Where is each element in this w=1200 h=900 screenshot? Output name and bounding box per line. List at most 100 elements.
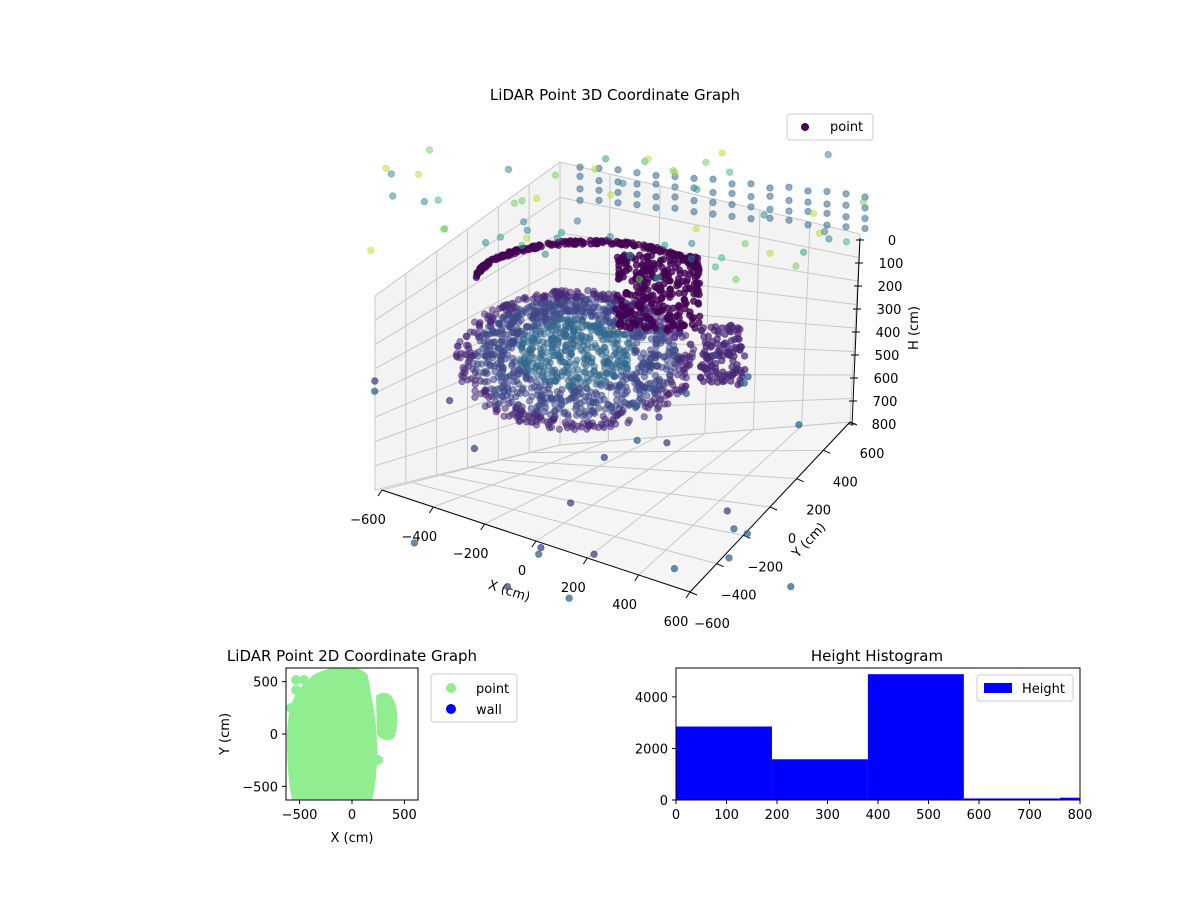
point-3d xyxy=(657,395,665,403)
point-3d xyxy=(741,240,749,248)
point-3d xyxy=(719,340,728,349)
point-3d xyxy=(494,319,502,328)
point-3d xyxy=(699,324,707,332)
point-3d xyxy=(555,301,563,310)
point-3d xyxy=(600,423,608,432)
point-3d xyxy=(633,201,641,209)
point-3d xyxy=(625,265,633,273)
point-3d xyxy=(576,399,584,407)
point-3d xyxy=(606,232,614,241)
point-3d xyxy=(675,289,683,297)
point-3d xyxy=(530,322,538,330)
point-3d xyxy=(694,264,702,272)
point-3d xyxy=(527,404,535,413)
point-3d xyxy=(638,398,647,406)
legend-2d-wall-marker xyxy=(446,704,456,714)
point-3d xyxy=(518,310,526,318)
point-3d xyxy=(616,409,625,417)
point-3d xyxy=(473,330,482,338)
point-3d xyxy=(503,351,512,359)
point-3d xyxy=(760,211,768,219)
point-3d xyxy=(371,387,379,395)
point-3d xyxy=(795,421,803,429)
point-3d xyxy=(728,200,736,209)
point-3d xyxy=(651,283,659,291)
point-3d xyxy=(861,204,869,212)
point-3d xyxy=(671,360,679,368)
point-3d xyxy=(590,550,598,558)
point-3d xyxy=(730,525,738,533)
point-3d xyxy=(576,338,585,346)
point-3d xyxy=(528,359,537,367)
point-3d xyxy=(594,311,602,319)
point-3d xyxy=(662,365,671,373)
point-3d xyxy=(614,166,622,174)
point-3d xyxy=(747,203,755,211)
point-3d xyxy=(483,369,491,378)
point-3d xyxy=(463,332,471,341)
point-3d xyxy=(692,284,700,293)
point-3d xyxy=(548,335,557,343)
point-3d xyxy=(669,320,677,328)
point-3d xyxy=(523,372,531,381)
point-3d xyxy=(614,188,622,197)
histogram-bar xyxy=(676,726,772,800)
x-tick-mark xyxy=(377,489,383,497)
point-3d xyxy=(498,363,506,372)
y-tick-mark xyxy=(769,506,778,511)
point-3d xyxy=(674,275,683,283)
point-3d xyxy=(510,318,518,326)
point-3d xyxy=(660,381,668,390)
point-3d xyxy=(632,268,640,276)
point-3d xyxy=(410,539,419,547)
point-3d xyxy=(562,330,570,338)
chart-2d-points xyxy=(286,668,398,800)
point-3d xyxy=(605,334,614,343)
point-3d xyxy=(531,293,540,301)
point-3d xyxy=(620,330,628,339)
point-3d xyxy=(512,393,520,401)
point-3d xyxy=(718,149,726,157)
point-3d xyxy=(714,327,722,335)
point-3d xyxy=(514,380,523,388)
chart-2d-x-tick-label: 500 xyxy=(392,808,417,823)
point-3d xyxy=(495,400,503,408)
point-3d xyxy=(565,323,574,331)
point-3d xyxy=(551,400,559,409)
chart-2d-y-label: Y (cm) xyxy=(218,713,233,756)
point-3d xyxy=(480,337,488,345)
point-3d xyxy=(556,309,565,317)
point-3d xyxy=(640,322,648,330)
point-3d xyxy=(661,274,670,282)
point-3d xyxy=(488,306,497,314)
point-3d xyxy=(584,355,592,363)
point-3d xyxy=(683,276,691,284)
point-3d xyxy=(766,192,774,200)
point-3d xyxy=(820,228,829,236)
point-3d xyxy=(644,155,652,163)
point-3d xyxy=(487,338,495,347)
point-3d xyxy=(595,372,604,380)
point-3d xyxy=(687,340,695,349)
point-3d xyxy=(483,377,492,386)
point-3d xyxy=(510,367,518,375)
legend-histogram: Height xyxy=(976,674,1074,702)
point-3d xyxy=(522,295,530,304)
histogram-x-tick-label: 700 xyxy=(1017,808,1042,823)
point-3d xyxy=(665,336,673,345)
point-3d xyxy=(595,196,603,205)
point-3d xyxy=(766,249,774,258)
floor-grid-line-y xyxy=(411,482,717,565)
point-3d xyxy=(561,346,570,354)
point-3d xyxy=(590,367,598,376)
point-3d xyxy=(647,251,656,260)
point-3d xyxy=(554,351,562,359)
point-dot-2d xyxy=(291,675,301,685)
pane-floor xyxy=(375,422,850,592)
point-3d xyxy=(616,380,624,389)
point-3d xyxy=(445,396,454,405)
point-3d xyxy=(617,401,625,409)
point-3d xyxy=(766,214,774,222)
point-3d xyxy=(602,155,610,163)
point-3d xyxy=(702,158,710,167)
